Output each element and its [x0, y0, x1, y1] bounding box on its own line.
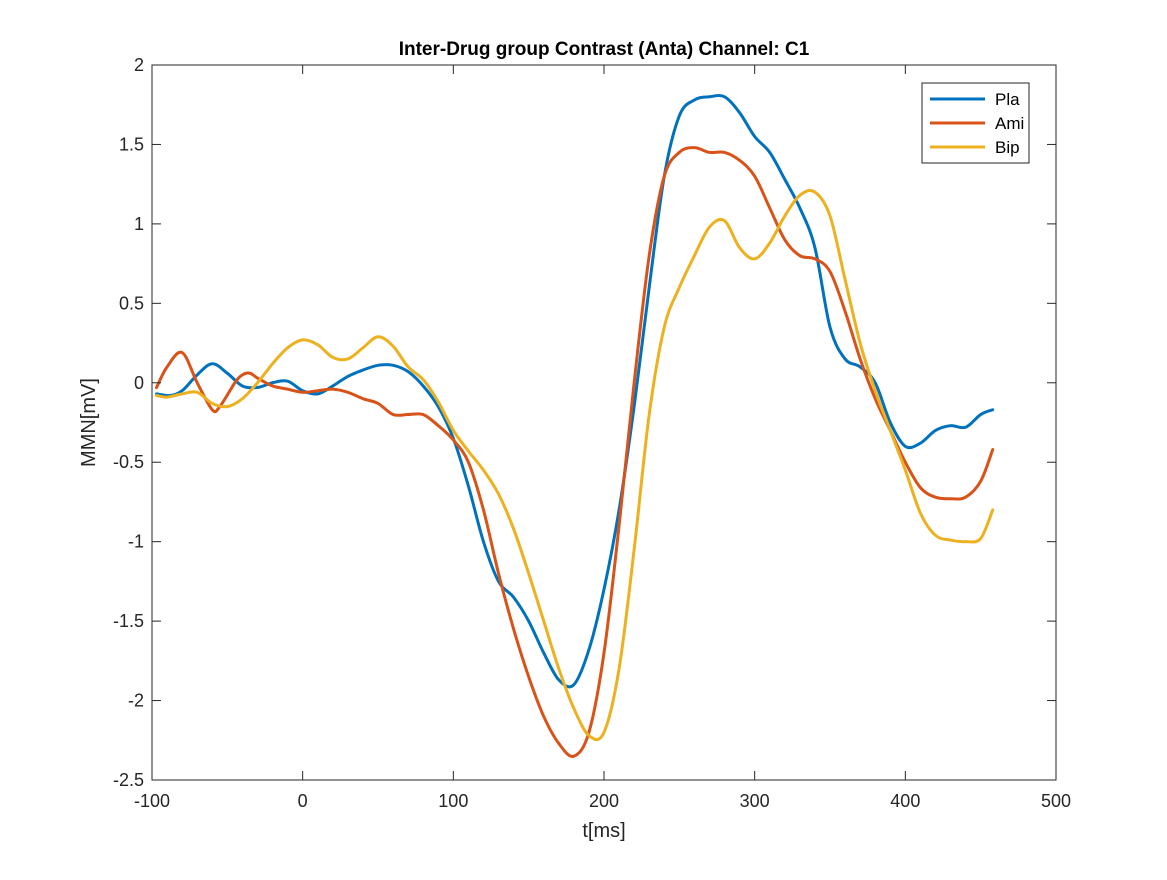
y-tick-label: 0 — [134, 373, 144, 393]
x-axis-ticks: -100 0 100 200 300 400 500 — [134, 65, 1071, 811]
y-axis-ticks: -2.5 -2 -1.5 -1 -0.5 0 0.5 1 1.5 2 — [113, 55, 1056, 790]
series-line-bip — [155, 189, 995, 742]
x-axis-label: t[ms] — [582, 820, 625, 842]
x-tick-label: 500 — [1041, 791, 1071, 811]
y-tick-label: -1.5 — [113, 611, 144, 631]
x-tick-label: 100 — [438, 791, 468, 811]
x-tick-label: 300 — [740, 791, 770, 811]
y-tick-label: -2.5 — [113, 770, 144, 790]
x-tick-label: -100 — [134, 791, 170, 811]
series-layer — [155, 93, 995, 758]
x-tick-label: 400 — [890, 791, 920, 811]
x-tick-label: 200 — [589, 791, 619, 811]
x-tick-label: 0 — [298, 791, 308, 811]
y-tick-label: 1 — [134, 214, 144, 234]
y-tick-label: -0.5 — [113, 452, 144, 472]
y-tick-label: -1 — [128, 532, 144, 552]
legend-items: Pla Ami Bip — [930, 90, 1024, 157]
legend: Pla Ami Bip — [921, 82, 1030, 164]
plot-background — [152, 65, 1056, 780]
series-line-ami — [155, 146, 995, 758]
legend-label-ami: Ami — [995, 114, 1024, 133]
series-line-pla — [155, 93, 995, 689]
y-tick-label: 0.5 — [119, 293, 144, 313]
y-tick-label: -2 — [128, 691, 144, 711]
plot-area — [151, 64, 1057, 781]
y-tick-label: 2 — [134, 55, 144, 75]
y-axis-label: MMN[mV] — [78, 378, 100, 467]
legend-label-pla: Pla — [995, 90, 1020, 109]
chart-title: Inter-Drug group Contrast (Anta) Channel… — [399, 39, 810, 60]
legend-label-bip: Bip — [995, 138, 1020, 157]
y-tick-label: 1.5 — [119, 134, 144, 154]
